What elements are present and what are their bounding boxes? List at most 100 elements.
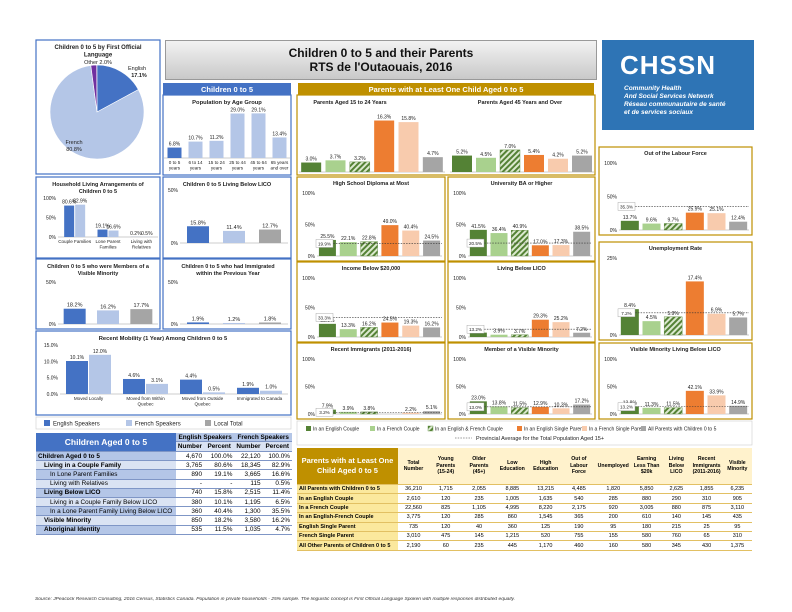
pie-slice: [49, 65, 145, 160]
bar: [325, 160, 346, 172]
table-cell: 160: [595, 540, 631, 551]
chart-panel: [296, 342, 446, 420]
table-cell: 345: [662, 540, 691, 551]
table-row: In a Lone Parent Family Living Below LIC…: [36, 506, 292, 517]
bar: [499, 149, 521, 173]
x-tick-label: Immigrated to Canada: [237, 396, 283, 401]
parents-table-title: Parents with at Least One Child Aged 0 t…: [297, 448, 398, 485]
children-table-title: Children Aged 0 to 5: [36, 433, 176, 452]
bar-value-label: 1.9%: [242, 382, 254, 388]
row-label: Living Below LICO: [36, 488, 176, 498]
table-cell: 1,105: [462, 503, 496, 514]
column-header: Young Parents (15-24): [429, 448, 463, 485]
table-cell: 180: [630, 522, 663, 532]
bar: [230, 113, 245, 158]
row-label: In a French Couple: [297, 503, 398, 514]
table-cell: 95: [595, 522, 631, 532]
table-cell: 2,190: [397, 540, 430, 551]
bar: [707, 213, 726, 230]
row-label: In an English Couple: [297, 493, 398, 504]
column-header: Total Number: [397, 448, 430, 485]
bar: [339, 329, 357, 337]
chart-panel: [162, 94, 292, 176]
y-tick-label: 25%: [607, 256, 618, 262]
table-cell: 580: [630, 531, 663, 542]
table-cell: 8,885: [495, 484, 529, 495]
y-tick-label: 0%: [459, 412, 467, 418]
x-tick-label: Families: [99, 245, 117, 250]
legend-label: In an English Single Parent: [524, 427, 585, 433]
legend-box: [296, 420, 753, 446]
y-tick-label: 50%: [168, 280, 179, 286]
y-tick-label: 0%: [308, 335, 316, 341]
y-tick-label: 50%: [46, 216, 57, 222]
table-row: All Parents with Children 0 to 5 36,210 1,…: [297, 484, 752, 495]
column-header: Older Parents (45+): [462, 448, 496, 485]
bar: [663, 316, 683, 336]
bar-value-label: 7.2%: [576, 327, 588, 333]
bar: [180, 379, 202, 394]
y-tick-label: 50%: [456, 306, 467, 312]
row-label: Aboriginal Identity: [36, 525, 176, 535]
column-header: Earning Less Than $20k: [630, 448, 663, 485]
table-row: In an English-French Couple 3,775 120 285 86…: [297, 512, 752, 523]
chart-title: Out of the Labour Force: [644, 151, 707, 157]
bar: [642, 407, 661, 414]
table-cell: 65: [690, 531, 723, 542]
bar: [339, 242, 357, 256]
bar: [203, 392, 225, 394]
row-label: In Lone Parent Families: [36, 469, 176, 480]
provincial-box: [617, 308, 636, 318]
bar: [223, 230, 245, 243]
chart-title: Member of a Visible Minority: [484, 347, 559, 353]
table-cell: 100.0%: [204, 451, 235, 462]
bar-value-label: 1.2%: [228, 317, 241, 323]
table-cell: 920: [595, 503, 631, 514]
bar: [531, 245, 549, 256]
provincial-box: [466, 325, 485, 334]
bar-value-label: 29.3%: [533, 314, 548, 320]
provincial-box: [315, 239, 334, 248]
table-cell: 875: [690, 503, 723, 514]
legend-label: French Speakers: [135, 422, 181, 428]
legend-box: [35, 416, 292, 430]
children-table: Children Aged 0 to 5 English Speakers Fr…: [36, 433, 292, 535]
y-tick-label: 0%: [49, 322, 57, 328]
bar: [524, 154, 544, 172]
provincial-box: [315, 408, 334, 417]
bar-value-label: 17.0%: [533, 239, 548, 245]
bar: [422, 157, 443, 172]
table-cell: 610: [630, 512, 663, 523]
table-cell: 95: [722, 522, 752, 532]
bar-value-label: 2.2%: [405, 407, 417, 413]
bar: [146, 383, 168, 394]
bar: [398, 122, 419, 172]
bar-value-label: 1.0%: [265, 385, 277, 391]
table-cell: 460: [562, 540, 596, 551]
bar-value-label: 82.9%: [73, 199, 88, 205]
bar: [349, 161, 371, 173]
bar: [130, 309, 153, 324]
bar-value-label: 24.5%: [424, 235, 439, 241]
bar-value-label: 4.7%: [427, 151, 439, 157]
x-tick-label: and over: [271, 166, 289, 171]
table-cell: 82.9%: [262, 460, 292, 471]
table-cell: 18,345: [234, 460, 263, 471]
bar: [97, 310, 119, 324]
table-row: Living Below LICO 740 15.8% 2,515 11.4%: [36, 488, 292, 498]
logo-line-4: et de services sociaux: [624, 109, 694, 116]
table-cell: 13,215: [528, 484, 563, 495]
table-cell: 3,110: [722, 503, 752, 514]
bar-value-label: 12.7%: [262, 224, 278, 230]
table-cell: 15.8%: [204, 488, 235, 498]
table-cell: 16.6%: [262, 469, 292, 480]
table-cell: 430: [690, 540, 723, 551]
title-line-2: RTS de l'Outaouais, 2016: [309, 60, 453, 74]
bar: [423, 240, 441, 256]
bar-value-label: 36.4%: [492, 227, 507, 233]
table-cell: 0.5%: [262, 479, 292, 489]
bar-value-label: 3.9%: [343, 406, 355, 412]
table-cell: 4,670: [175, 451, 205, 462]
x-tick-label: years: [253, 166, 265, 171]
table-cell: 2,515: [234, 488, 263, 498]
